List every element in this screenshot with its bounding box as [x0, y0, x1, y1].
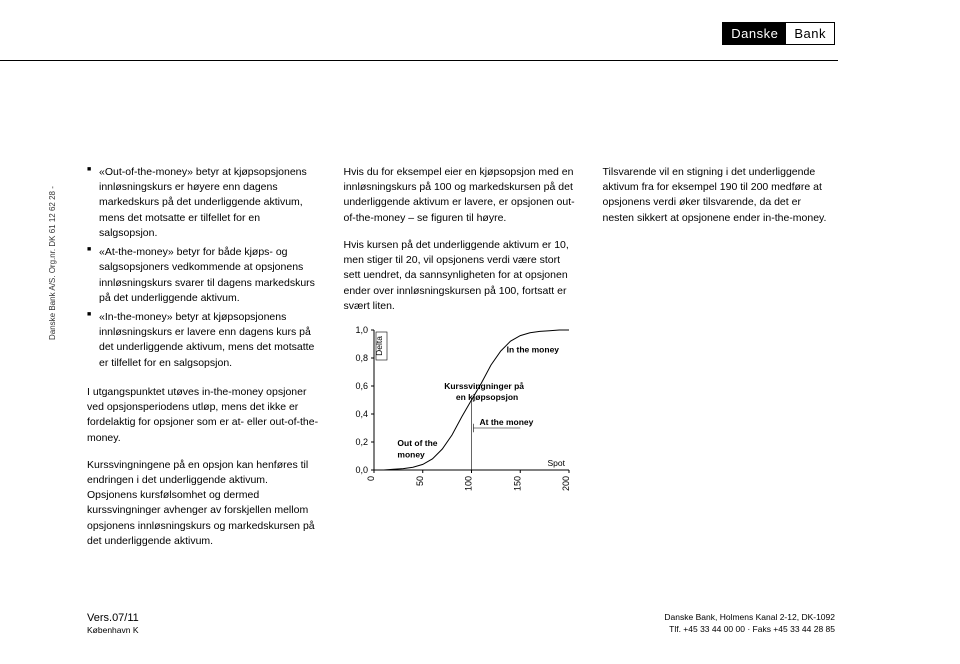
svg-text:100: 100: [463, 476, 473, 491]
svg-text:50: 50: [414, 476, 424, 486]
bullet-3: «In-the-money» betyr at kjøpsopsjonens i…: [87, 310, 320, 371]
column-3: Tilsvarende vil en stigning i det underl…: [603, 165, 836, 555]
svg-text:Out of the: Out of the: [397, 438, 437, 448]
svg-text:0,6: 0,6: [355, 381, 368, 391]
col1-para1: I utgangspunktet utøves in-the-money ops…: [87, 385, 320, 446]
col1-para2: Kurssvingningene på en opsjon kan henfør…: [87, 458, 320, 549]
footer-left: Vers.07/11 København K: [87, 611, 139, 636]
svg-text:200: 200: [561, 476, 571, 491]
delta-chart: 0,0 0,2 0,4 0,6 0,8 1,0 0 50 100 150 200 Delta Kurss…: [344, 322, 579, 527]
bullet-2: «At-the-money» betyr for både kjøps- og …: [87, 245, 320, 306]
vertical-footer-text: Danske Bank A/S. Org.nr. DK 61 12 62 28 …: [48, 186, 57, 340]
content-columns: «Out-of-the-money» betyr at kjøpsopsjone…: [87, 165, 835, 555]
svg-text:0: 0: [366, 476, 376, 481]
col2-para1: Hvis du for eksempel eier en kjøpsopsjon…: [344, 165, 579, 226]
column-1: «Out-of-the-money» betyr at kjøpsopsjone…: [87, 165, 320, 555]
svg-text:1,0: 1,0: [355, 325, 368, 335]
svg-text:Kurssvingninger på: Kurssvingninger på: [444, 381, 524, 391]
logo-left: Danske: [723, 23, 786, 44]
svg-text:Delta: Delta: [374, 336, 384, 356]
version-label: Vers.07/11: [87, 611, 139, 625]
svg-text:In the money: In the money: [506, 344, 559, 354]
svg-text:150: 150: [512, 476, 522, 491]
bullet-1: «Out-of-the-money» betyr at kjøpsopsjone…: [87, 165, 320, 241]
svg-text:0,0: 0,0: [355, 465, 368, 475]
danske-bank-logo: Danske Bank: [722, 22, 835, 45]
footer-right: Danske Bank, Holmens Kanal 2-12, DK-1092…: [664, 611, 835, 637]
svg-text:0,4: 0,4: [355, 409, 368, 419]
column-2: Hvis du for eksempel eier en kjøpsopsjon…: [344, 165, 579, 555]
svg-text:0,2: 0,2: [355, 437, 368, 447]
logo-right: Bank: [786, 23, 834, 44]
svg-text:en kjøpsopsjon: en kjøpsopsjon: [455, 392, 517, 402]
svg-text:Spot: Spot: [547, 458, 565, 468]
kobenhavn-label: København K: [87, 625, 139, 636]
col2-para2: Hvis kursen på det underliggende aktivum…: [344, 238, 579, 314]
svg-text:At the money: At the money: [479, 417, 533, 427]
svg-text:0,8: 0,8: [355, 353, 368, 363]
col3-para1: Tilsvarende vil en stigning i det underl…: [603, 165, 836, 226]
footer-address: Danske Bank, Holmens Kanal 2-12, DK-1092: [664, 611, 835, 624]
svg-text:money: money: [397, 449, 425, 459]
footer-phone: Tlf. +45 33 44 00 00 · Faks +45 33 44 28…: [664, 623, 835, 636]
header-rule: [0, 60, 838, 61]
